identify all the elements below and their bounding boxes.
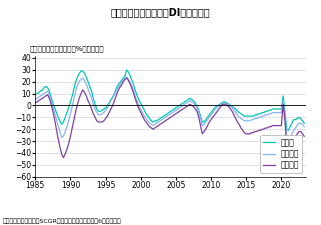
中小企業 bbox=[302, 135, 306, 138]
大企業 bbox=[265, 110, 269, 113]
大企業 bbox=[125, 68, 129, 71]
大企業 bbox=[255, 114, 259, 116]
Text: 図表⑮　雇用人員判断DI（全産業）: 図表⑮ 雇用人員判断DI（全産業） bbox=[111, 7, 210, 17]
中小企業 bbox=[62, 156, 65, 159]
中堅企業 bbox=[128, 81, 132, 84]
中堅企業 bbox=[33, 98, 37, 101]
Line: 中小企業: 中小企業 bbox=[35, 78, 304, 158]
Text: （出所：日本銀行よりSCGR作成）　（注）最新値は6月（予測）: （出所：日本銀行よりSCGR作成） （注）最新値は6月（予測） bbox=[3, 218, 122, 224]
中堅企業 bbox=[130, 85, 134, 88]
Line: 大企業: 大企業 bbox=[35, 70, 304, 130]
大企業 bbox=[287, 129, 291, 132]
大企業 bbox=[302, 122, 306, 125]
中堅企業 bbox=[206, 118, 210, 121]
中堅企業 bbox=[125, 76, 129, 78]
中堅企業 bbox=[302, 125, 306, 128]
中小企業 bbox=[256, 129, 260, 132]
中堅企業 bbox=[236, 114, 239, 116]
中小企業 bbox=[132, 92, 136, 95]
中小企業 bbox=[267, 125, 271, 128]
中小企業 bbox=[130, 88, 134, 90]
中小企業 bbox=[33, 102, 37, 104]
中堅企業 bbox=[287, 138, 291, 141]
中堅企業 bbox=[265, 114, 269, 116]
Line: 中堅企業: 中堅企業 bbox=[35, 77, 304, 140]
大企業 bbox=[130, 79, 134, 82]
中堅企業 bbox=[255, 117, 259, 120]
Legend: 大企業, 中堅企業, 中小企業: 大企業, 中堅企業, 中小企業 bbox=[260, 135, 302, 173]
大企業 bbox=[206, 116, 210, 119]
大企業 bbox=[128, 74, 132, 77]
大企業 bbox=[33, 93, 37, 96]
大企業 bbox=[236, 110, 239, 113]
中小企業 bbox=[237, 123, 241, 126]
Text: （「過剰」－「不足」、%ポイント）: （「過剰」－「不足」、%ポイント） bbox=[30, 45, 105, 52]
中小企業 bbox=[207, 121, 211, 123]
中小企業 bbox=[125, 77, 129, 79]
